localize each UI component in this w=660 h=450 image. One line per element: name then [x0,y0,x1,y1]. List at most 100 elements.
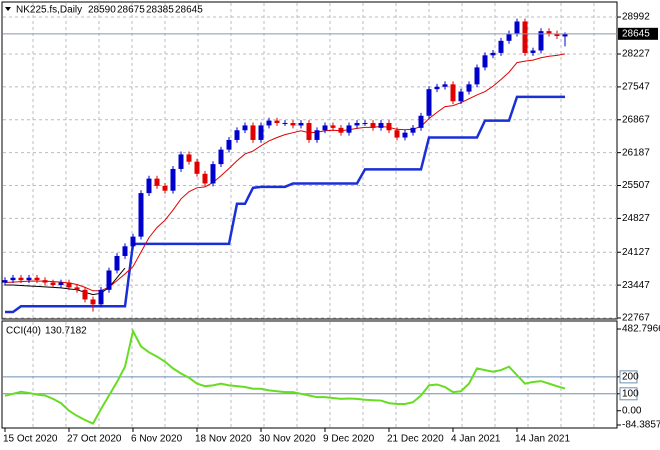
candle-body [418,115,424,128]
candle-body [218,149,224,165]
candle-body [106,270,112,290]
y-tick-label: -84.3857 [622,420,660,431]
candle-body [322,125,328,131]
indicator-line [4,328,566,425]
ohlc-high: 28675 [117,5,145,16]
candle-body [234,130,240,140]
candle-body [154,178,160,186]
candle-body [18,277,24,281]
current-price-box [618,27,658,40]
ohlc-close: 28645 [175,5,203,16]
candle-body [250,125,256,140]
x-tick-label: 9 Dec 2020 [323,434,375,445]
candle-body [394,130,400,138]
candle-body [378,123,384,128]
candle-body [242,125,248,131]
candle-body [162,185,168,191]
candle-body [410,127,416,133]
candle-body [330,125,336,128]
candle-body [490,52,496,56]
y-tick-label: 25507 [622,180,650,191]
y-tick-label: 200 [622,372,639,383]
level-label-box [619,387,638,401]
indicator-line [4,53,566,292]
candle-body [258,125,264,140]
x-tick-label: 27 Oct 2020 [67,434,122,445]
candle-body [466,84,472,92]
candle-body [210,164,216,184]
ohlc-open: 28590 [88,5,116,16]
candle-body [50,282,56,285]
candle-body [314,130,320,140]
candle-body [274,120,280,124]
candle-body [98,289,104,305]
x-tick-label: 4 Jan 2021 [451,434,501,445]
candle-body [530,50,536,53]
y-tick-label: 22767 [622,313,650,324]
candle-body [562,33,568,37]
candle-body [298,123,304,126]
y-tick-label: 28227 [622,49,650,60]
y-tick-label: 24127 [622,247,650,258]
candle-body [522,21,528,53]
candle-body [10,277,16,281]
candle-body [58,282,64,285]
candle-body [306,123,312,140]
candle-body [170,168,176,191]
candle-body [290,123,296,126]
candle-body [90,299,96,305]
candle-body [74,287,80,290]
cci-panel-frame [1,320,618,429]
candle-body [354,123,360,126]
level-label-box [619,370,638,384]
main-panel-frame [1,1,618,320]
candle-body [338,127,344,133]
candle-body [426,89,432,116]
indicator-title: CCI(40) [6,326,41,337]
candle-body [2,280,8,283]
candle-body [42,280,48,283]
candle-body [26,277,32,281]
candle-body [266,120,272,126]
chart-title: NK225.fs,Daily [16,5,82,16]
candle-body [82,289,88,300]
y-tick-label: 26187 [622,147,650,158]
candle-body [458,91,464,102]
candle-body [514,21,520,34]
y-tick-label: 26867 [622,114,650,125]
candle-body [442,84,448,87]
candle-body [362,123,368,125]
candle-body [402,132,408,138]
candle-body [386,123,392,131]
candle-body [546,31,552,34]
candle-body [122,246,128,256]
y-tick-label: 27547 [622,82,650,93]
y-tick-label: 100 [622,388,639,399]
candle-body [138,193,144,237]
candle-body [482,55,488,68]
indicator-value: 130.7182 [45,326,87,337]
ohlc-low: 28385 [146,5,174,16]
candle-body [34,277,40,281]
candle-body [202,173,208,184]
x-tick-label: 21 Dec 2020 [387,434,444,445]
indicator-line [5,267,126,296]
candle-body [226,139,232,150]
candle-body [66,282,72,288]
candle-body [474,67,480,85]
candle-body [130,236,136,247]
x-tick-label: 18 Nov 2020 [195,434,252,445]
y-tick-label: 23447 [622,280,650,291]
candle-body [450,84,456,102]
x-tick-label: 6 Nov 2020 [131,434,183,445]
candle-body [282,123,288,125]
y-tick-label: 24827 [622,213,650,224]
indicator-line [5,95,565,314]
candle-body [370,123,376,128]
candle-body [146,178,152,194]
header-arrow [5,7,11,11]
candle-body [346,125,352,133]
y-tick-label: 482.7966 [622,324,660,335]
y-tick-label: 0.00 [622,405,642,416]
